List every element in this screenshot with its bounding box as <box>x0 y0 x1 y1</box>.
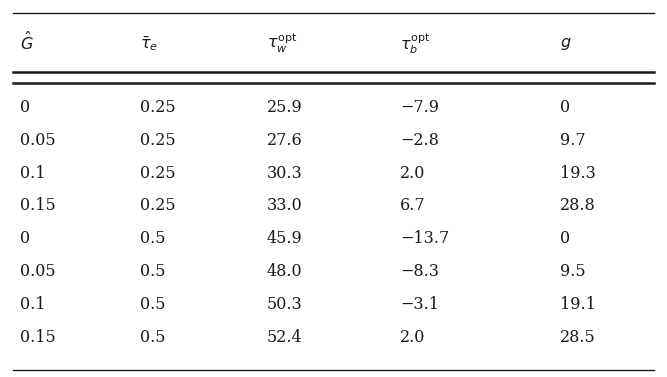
Text: 48.0: 48.0 <box>267 263 302 280</box>
Text: 19.1: 19.1 <box>560 296 596 313</box>
Text: 9.5: 9.5 <box>560 263 586 280</box>
Text: 28.8: 28.8 <box>560 197 596 215</box>
Text: 2.0: 2.0 <box>400 328 426 346</box>
Text: 0: 0 <box>560 99 570 116</box>
Text: $\bar{\tau}_e$: $\bar{\tau}_e$ <box>140 34 158 53</box>
Text: 28.5: 28.5 <box>560 328 596 346</box>
Text: 0.05: 0.05 <box>20 132 55 149</box>
Text: −2.8: −2.8 <box>400 132 439 149</box>
Text: 0: 0 <box>20 99 30 116</box>
Text: 50.3: 50.3 <box>267 296 303 313</box>
Text: 52.4: 52.4 <box>267 328 302 346</box>
Text: 0.25: 0.25 <box>140 197 175 215</box>
Text: −8.3: −8.3 <box>400 263 439 280</box>
Text: 0.25: 0.25 <box>140 99 175 116</box>
Text: 0.5: 0.5 <box>140 296 165 313</box>
Text: 25.9: 25.9 <box>267 99 303 116</box>
Text: −3.1: −3.1 <box>400 296 439 313</box>
Text: 33.0: 33.0 <box>267 197 303 215</box>
Text: 0.25: 0.25 <box>140 132 175 149</box>
Text: 6.7: 6.7 <box>400 197 426 215</box>
Text: 0.5: 0.5 <box>140 328 165 346</box>
Text: $\hat{G}$: $\hat{G}$ <box>20 32 33 54</box>
Text: $\tau_b^{\mathrm{opt}}$: $\tau_b^{\mathrm{opt}}$ <box>400 31 431 56</box>
Text: 0.5: 0.5 <box>140 263 165 280</box>
Text: 0.1: 0.1 <box>20 296 45 313</box>
Text: 0.15: 0.15 <box>20 328 56 346</box>
Text: 9.7: 9.7 <box>560 132 586 149</box>
Text: 0: 0 <box>560 230 570 247</box>
Text: 0.5: 0.5 <box>140 230 165 247</box>
Text: 0.15: 0.15 <box>20 197 56 215</box>
Text: 19.3: 19.3 <box>560 164 596 182</box>
Text: 0.05: 0.05 <box>20 263 55 280</box>
Text: 0.25: 0.25 <box>140 164 175 182</box>
Text: $\tau_w^{\mathrm{opt}}$: $\tau_w^{\mathrm{opt}}$ <box>267 32 297 55</box>
Text: 2.0: 2.0 <box>400 164 426 182</box>
Text: 45.9: 45.9 <box>267 230 303 247</box>
Text: 0.1: 0.1 <box>20 164 45 182</box>
Text: −13.7: −13.7 <box>400 230 450 247</box>
Text: 0: 0 <box>20 230 30 247</box>
Text: −7.9: −7.9 <box>400 99 439 116</box>
Text: 30.3: 30.3 <box>267 164 303 182</box>
Text: $g$: $g$ <box>560 35 572 52</box>
Text: 27.6: 27.6 <box>267 132 303 149</box>
